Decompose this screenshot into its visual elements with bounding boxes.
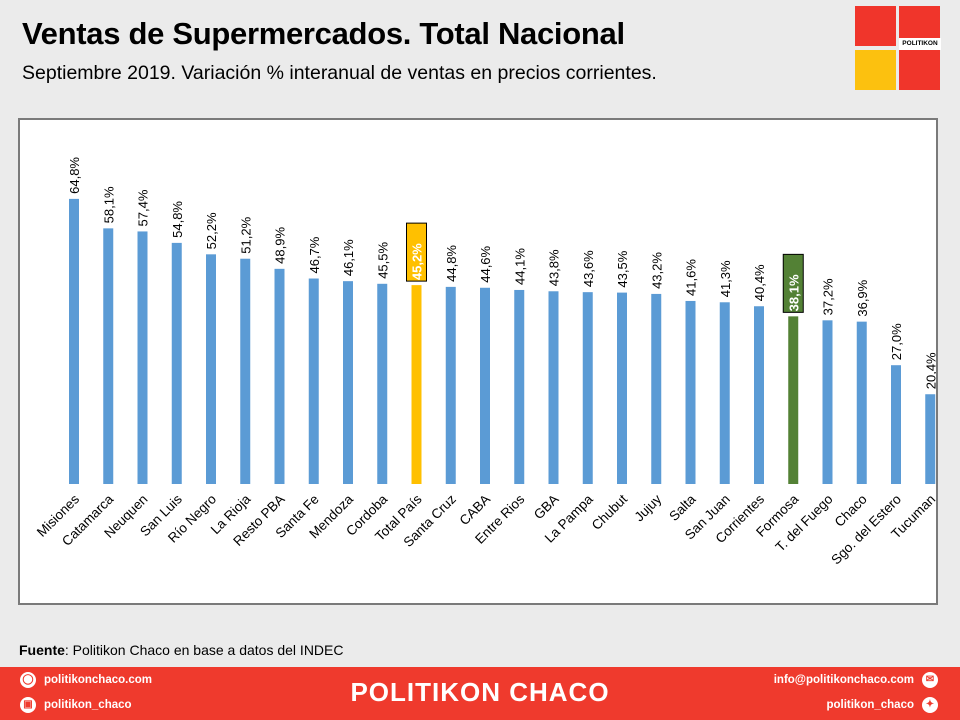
footer-brand: POLITIKON CHACO [350,677,610,707]
data-label: 43,8% [547,249,562,286]
data-label: 44,8% [444,245,459,282]
data-label: 45,5% [375,241,390,278]
data-label: 38,1% [786,274,801,311]
data-label: 37,2% [821,278,836,315]
instagram-icon: ▣ [20,697,36,713]
twitter-icon: ✦ [922,697,938,713]
data-label: 36,9% [855,279,870,316]
data-label: 57,4% [136,189,151,226]
bar [240,258,251,484]
data-label-box [782,253,804,313]
logo-text: POLITIKON [899,38,941,50]
bar [445,286,456,484]
data-label: 45,2% [410,243,425,280]
footer-email[interactable]: info@politikonchaco.com ✉ [774,672,938,688]
bar [69,198,79,484]
footer-website[interactable]: ◯ politikonchaco.com [20,672,152,688]
data-label: 43,5% [615,250,630,287]
data-label: 48,9% [273,227,288,264]
bar [617,292,627,484]
footer-email-text: info@politikonchaco.com [773,674,914,686]
data-label: 41,6% [684,259,699,296]
chart-panel: 64,8% Misiones 58,1% Catamarca 57,4% Neuquen 5… [18,118,938,605]
footer-instagram[interactable]: ▣ politikon_chaco [20,697,132,713]
data-label: 43,6% [581,250,596,287]
bar [206,254,216,484]
bar [274,268,285,484]
bar [754,306,764,484]
source-note: Fuente: Politikon Chaco en base a datos … [19,642,344,658]
footer-instagram-text: politikon_chaco [44,699,132,711]
data-label: 43,2% [649,252,664,289]
bar [822,320,833,484]
page-title: Ventas de Supermercados. Total Nacional [22,16,625,51]
data-label: 52,2% [204,212,219,249]
bar [582,292,593,484]
bar [651,293,662,484]
bar [308,278,319,484]
category-label: Jujuy [631,491,664,524]
bar [343,281,353,484]
data-label: 46,7% [307,236,322,273]
bar [925,394,936,484]
bar [856,321,867,484]
data-label: 41,3% [718,260,733,297]
data-label: 51,2% [238,216,253,253]
bar [171,242,182,484]
data-label: 27,0% [889,323,904,360]
data-label: 44,1% [512,248,527,285]
source-label: Fuente [19,642,65,658]
logo-square-red-1 [855,6,896,46]
politikon-logo: POLITIKON [855,6,941,90]
data-label: 40,4% [752,264,767,301]
bar [891,365,901,484]
category-label: GBA [531,492,562,523]
data-label: 20,4% [923,352,936,389]
mail-icon: ✉ [922,672,938,688]
bar [685,300,696,484]
bar [411,285,422,484]
dribbble-icon: ◯ [20,672,36,688]
bar [719,302,730,484]
data-label: 54,8% [170,201,185,238]
bar [103,228,114,484]
bar-chart: 64,8%Misiones58,1%Catamarca57,4%Neuquen5… [34,157,936,568]
category-label: Chubut [589,491,631,533]
bar [788,316,799,484]
bar [480,287,490,484]
data-label: 46,1% [341,239,356,276]
source-text: : Politikon Chaco en base a datos del IN… [64,642,344,658]
footer-twitter-text: politikon_chaco [826,699,914,711]
bar [137,231,148,484]
data-label: 64,8% [67,157,82,194]
data-label: 58,1% [101,186,116,223]
footer-twitter[interactable]: politikon_chaco ✦ [826,697,938,713]
page-subtitle: Septiembre 2019. Variación % interanual … [22,62,657,84]
footer-bar: POLITIKON CHACO ◯ politikonchaco.com ▣ p… [0,667,960,720]
footer-website-text: politikonchaco.com [44,674,152,686]
bar [514,289,525,484]
bar [548,291,559,484]
data-label-box [406,222,427,282]
bar [377,283,388,484]
logo-square-red-3 [899,50,940,90]
logo-square-yellow [855,50,896,90]
data-label: 44,6% [478,245,493,282]
